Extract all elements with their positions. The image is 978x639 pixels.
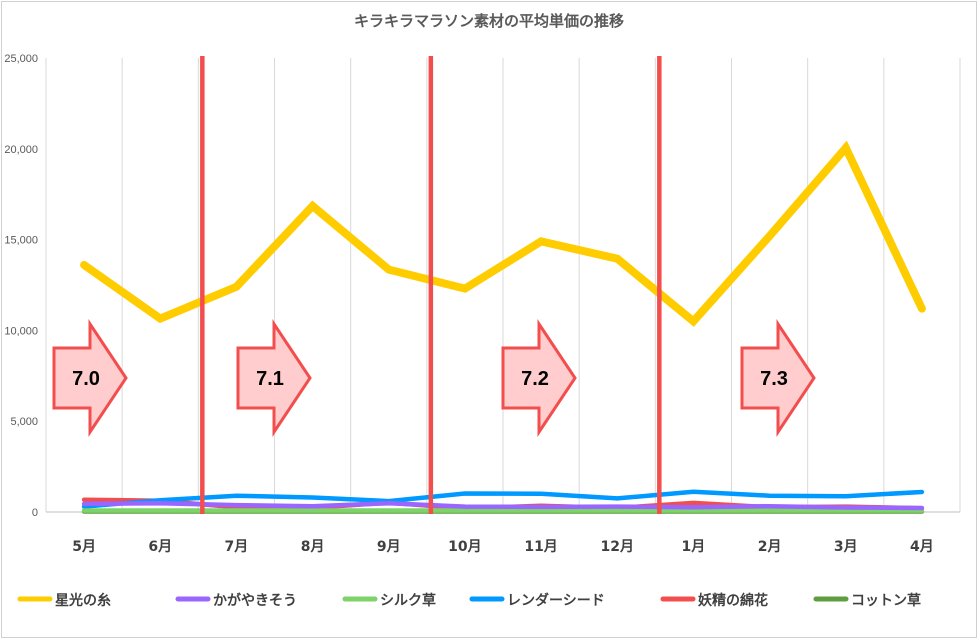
gridlines [45,58,961,513]
x-tick-label: 11月 [524,539,557,555]
version-arrow [236,319,312,437]
legend-label: 星光の糸 [55,592,111,609]
chart-title: キラキラマラソン素材の平均単価の推移 [353,12,624,30]
series-line [80,140,926,327]
x-tick-label: 5月 [72,539,96,555]
version-label: 7.2 [521,368,549,390]
legend: 星光の糸 かがやきそう シルク草 レンダーシード 妖精の綿花 コットン草 [17,592,921,609]
version-arrow [52,319,128,437]
y-tick-label: 15,000 [4,235,38,247]
x-tick-label: 6月 [148,539,172,555]
x-tick-label: 2月 [758,539,782,555]
y-tick-label: 25,000 [4,53,38,65]
legend-label: かがやきそう [213,592,297,609]
y-tick-label: 5,000 [10,416,38,428]
legend-label: 妖精の綿花 [698,592,768,609]
series-line [81,501,925,511]
series-line [81,489,925,509]
version-lines [200,56,662,514]
x-tick-label: 4月 [910,539,934,555]
x-axis: 5月 6月 7月 8月 9月 10月 11月 12月 1月 2月 3月 4月 [72,539,934,555]
version-label: 7.1 [256,368,284,390]
x-tick-label: 8月 [301,539,325,555]
x-tick-label: 9月 [377,539,401,555]
y-axis: 0 5,000 10,000 15,000 20,000 25,000 [4,53,38,519]
version-arrow [501,319,577,437]
version-arrow [740,319,816,437]
legend-label: コットン草 [851,592,921,609]
y-tick-label: 20,000 [4,144,38,156]
version-label: 7.0 [72,368,100,390]
legend-label: レンダーシード [507,592,605,609]
x-tick-label: 1月 [682,539,706,555]
x-tick-label: 10月 [448,539,481,555]
version-arrows: 7.0 7.1 7.2 7.3 [52,319,816,437]
x-tick-label: 3月 [834,539,858,555]
version-label: 7.3 [760,368,788,390]
series-lines [80,140,926,514]
y-tick-label: 10,000 [4,325,38,337]
y-tick-label: 0 [32,507,38,519]
x-tick-label: 7月 [225,539,249,555]
x-tick-label: 12月 [601,539,634,555]
legend-label: シルク草 [380,592,436,609]
